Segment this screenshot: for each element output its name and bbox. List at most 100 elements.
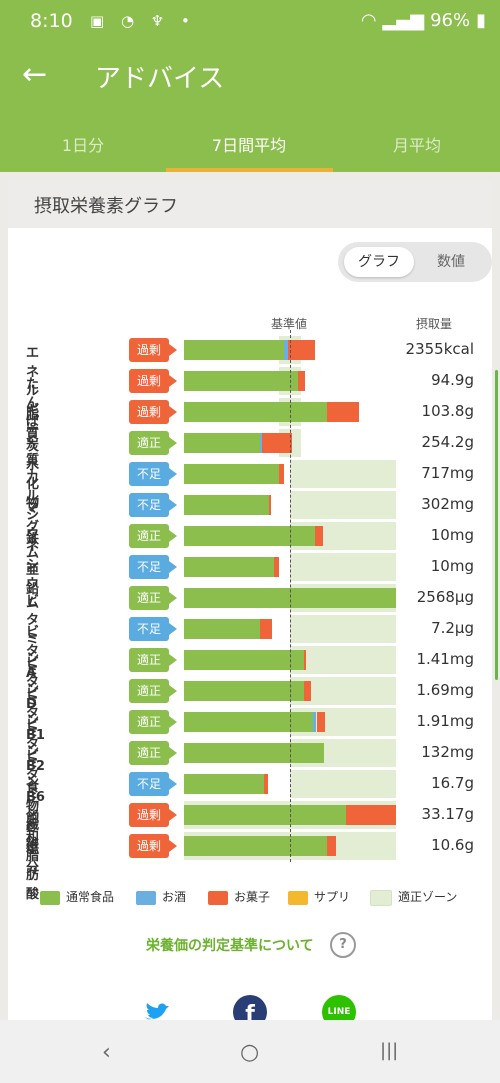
bar-segment-通常食品 <box>184 743 324 763</box>
view-toggle: グラフ 数値 <box>338 242 492 282</box>
bar-segment-通常食品 <box>184 495 269 515</box>
intake-value: 132mg <box>421 743 474 761</box>
status-badge: 過剰 <box>129 803 177 827</box>
status-time: 8:10 <box>30 10 73 32</box>
legend-swatch <box>370 889 392 906</box>
bar-segment-通常食品 <box>184 836 328 856</box>
status-badge: 適正 <box>129 524 177 548</box>
legend-item: 適正ゾーン <box>370 888 457 906</box>
bar-segment-お酒 <box>313 712 317 732</box>
intake-value: 1.91mg <box>416 712 474 730</box>
optimal-zone <box>290 491 396 519</box>
bar-segment-お酒 <box>260 433 263 453</box>
tab-one-day[interactable]: 1日分 <box>61 136 105 155</box>
legend-item: お菓子 <box>208 888 270 905</box>
status-badge: 不足 <box>129 493 177 517</box>
bar-segment-通常食品 <box>184 526 316 546</box>
bar-segment-お菓子 <box>303 650 306 670</box>
status-badge: 過剰 <box>129 834 177 858</box>
status-badge: 過剰 <box>129 369 177 393</box>
bar-segment-お菓子 <box>327 836 336 856</box>
bar-segment-通常食品 <box>184 340 284 360</box>
bar-segment-お菓子 <box>262 433 293 453</box>
intake-value: 10.6g <box>431 836 474 854</box>
legend-label: 適正ゾーン <box>398 890 458 904</box>
nutrient-label: ビタミンC <box>26 749 40 836</box>
bar-segment-通常食品 <box>184 557 275 577</box>
nutrient-label: 鉄 <box>26 532 40 547</box>
tab-monthly-average[interactable]: 月平均 <box>392 136 441 155</box>
nutrient-label: 亜鉛 <box>26 563 40 597</box>
intake-value: 7.2μg <box>431 619 474 637</box>
optimal-zone <box>290 646 396 674</box>
intake-value: 717mg <box>421 464 474 482</box>
bar-segment-お菓子 <box>268 495 271 515</box>
toggle-graph[interactable]: グラフ <box>344 247 414 277</box>
toggle-number[interactable]: 数値 <box>437 254 465 270</box>
bar-segment-お菓子 <box>279 464 284 484</box>
intake-value: 302mg <box>421 495 474 513</box>
bar-segment-お菓子 <box>260 619 272 639</box>
bar-segment-お菓子 <box>327 402 359 422</box>
bar-segment-通常食品 <box>184 433 261 453</box>
tab-seven-day-average[interactable]: 7日間平均 <box>211 136 287 155</box>
status-badge: 適正 <box>129 586 177 610</box>
status-badge: 適正 <box>129 741 177 765</box>
status-badge: 不足 <box>129 617 177 641</box>
legend-label: お酒 <box>162 890 187 904</box>
nav-recent-icon[interactable]: ||| <box>380 1040 399 1061</box>
nutrient-label: マグネシウム <box>26 501 40 611</box>
bar-segment-お酒 <box>283 340 288 360</box>
intake-value: 2355kcal <box>405 340 474 358</box>
help-icon[interactable]: ? <box>330 932 356 958</box>
facebook-icon[interactable]: f <box>233 995 267 1020</box>
status-bar: 8:10 ▣ ◔ ♆ • ◠ ▂▄▆ 96% ▮ <box>0 0 500 42</box>
wifi-icon: ◠ <box>360 10 377 31</box>
reference-line <box>290 330 291 862</box>
twitter-icon[interactable] <box>140 995 174 1020</box>
bar-segment-通常食品 <box>184 619 261 639</box>
bar-segment-お菓子 <box>303 681 312 701</box>
intake-value: 94.9g <box>431 371 474 389</box>
intake-header: 摂取量 <box>416 317 453 331</box>
intake-value: 10mg <box>430 557 474 575</box>
back-arrow-icon[interactable]: ← <box>22 57 48 92</box>
line-icon[interactable]: LINE <box>322 995 356 1020</box>
status-right: ◠ ▂▄▆ 96% ▮ <box>361 10 486 31</box>
bar-segment-お菓子 <box>263 774 268 794</box>
nav-back-icon[interactable]: ‹ <box>102 1040 111 1065</box>
bar-segment-お菓子 <box>287 340 316 360</box>
signal-icon: ▂▄▆ <box>382 10 425 31</box>
intake-value: 33.17g <box>421 805 474 823</box>
nav-home-icon[interactable]: ○ <box>240 1040 260 1065</box>
page-title: アドバイス <box>95 64 225 94</box>
legend-swatch <box>288 890 308 905</box>
nutrient-label: ビタミンD <box>26 625 40 712</box>
status-badge: 適正 <box>129 648 177 672</box>
legend-swatch <box>136 890 156 905</box>
reference-header: 基準値 <box>271 317 308 331</box>
intake-value: 2568μg <box>416 588 474 606</box>
intake-value: 1.41mg <box>416 650 474 668</box>
bar-segment-お菓子 <box>274 557 280 577</box>
optimal-zone <box>290 553 396 581</box>
legend-item: サプリ <box>288 888 350 905</box>
active-tab-indicator <box>166 168 333 172</box>
intake-value: 10mg <box>430 526 474 544</box>
bar-segment-通常食品 <box>184 774 264 794</box>
bar-segment-お菓子 <box>346 805 396 825</box>
nutrient-label: カルシウム <box>26 470 40 561</box>
nutrient-label: 食物繊維 <box>26 780 40 852</box>
scrollbar[interactable] <box>495 370 498 680</box>
intake-value: 16.7g <box>431 774 474 792</box>
nutrient-label: ビタミンB2 <box>26 687 45 774</box>
criteria-link[interactable]: 栄養価の判定基準について <box>146 938 314 954</box>
status-badge: 適正 <box>129 679 177 703</box>
nutrient-label: ビタミンB1 <box>26 656 45 743</box>
bar-segment-通常食品 <box>184 712 314 732</box>
legend-label: サプリ <box>314 890 351 904</box>
status-badge: 不足 <box>129 462 177 486</box>
nutrient-graph-card: 摂取栄養素グラフ グラフ 数値 基準値 摂取量 エネルギー 過剰 2355kcal た… <box>8 180 492 1020</box>
nutrient-label: ビタミンA <box>26 594 40 681</box>
bar-segment-お菓子 <box>298 371 305 391</box>
